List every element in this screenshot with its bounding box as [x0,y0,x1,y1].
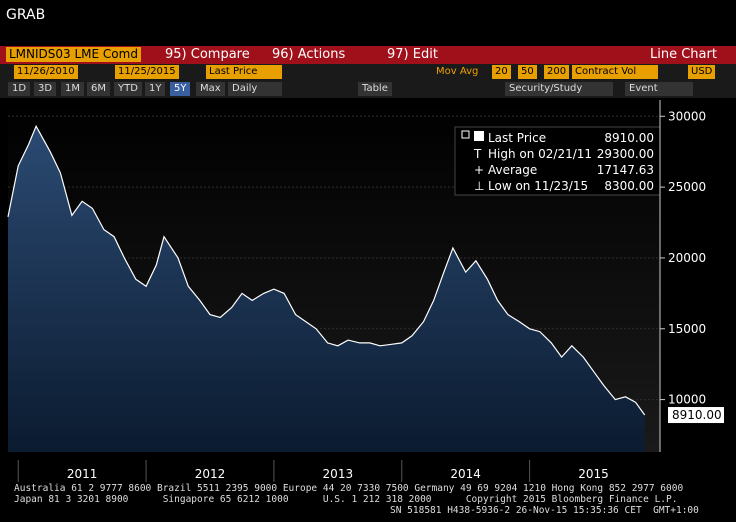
y-tick-label: 25000 [668,180,706,194]
x-tick-label: 2014 [450,467,481,481]
price-line [7,124,646,416]
legend-box [454,126,661,196]
legend-swatch [474,131,484,141]
window-title: GRAB [6,7,46,23]
last-price-label: 8910.00 [672,408,722,422]
menu-actions[interactable]: 96) Actions [272,47,346,62]
table-button[interactable]: Table [358,82,392,96]
period-button[interactable]: 1Y [145,82,166,96]
mov-avg-200[interactable]: 200 [544,65,570,79]
chart-type: Line Chart [650,47,717,62]
legend-value: 17147.63 [597,163,654,177]
event-button[interactable]: Event [625,82,693,96]
function-bar [0,46,736,64]
menu-edit[interactable]: 97) Edit [387,47,438,62]
legend: T + ⊥ Last Price High on 02/21/11 Averag… [454,126,661,196]
period-button[interactable]: 3D [34,82,57,96]
period-button[interactable]: 6M [87,82,110,96]
y-tick-label: 20000 [668,251,706,265]
legend-value: 29300.00 [597,147,654,161]
legend-label: Average [488,163,537,177]
chart: T + ⊥ Last Price High on 02/21/11 Averag… [7,100,724,482]
security-study-button[interactable]: Security/Study [505,82,613,96]
field-select[interactable]: Last Price [206,65,282,79]
security-field[interactable]: LMNIDS03 LME Comd [6,47,141,62]
legend-label: Low on 11/23/15 [488,179,588,193]
footer-line: SN 518581 H438-5936-2 26-Nov-15 15:35:36… [390,505,699,516]
legend-label: High on 02/21/11 [488,147,592,161]
period-button[interactable]: 1M [61,82,84,96]
mov-avg-label: Mov Avg [436,66,479,77]
period-button[interactable]: 5Y [170,82,191,96]
currency-select[interactable]: USD [688,65,716,79]
legend-icon [461,130,470,139]
x-tick-label: 2015 [578,467,609,481]
area [8,126,645,452]
y-tick-label: 10000 [668,393,706,407]
x-tick-label: 2011 [67,467,98,481]
period-button[interactable]: Max [196,82,225,96]
period-button[interactable]: YTD [114,82,142,96]
last-price-tag [668,407,724,424]
start-date[interactable]: 11/26/2010 [14,65,78,79]
volume-select[interactable]: Contract Vol [572,65,658,79]
end-date[interactable]: 11/25/2015 [115,65,179,79]
mov-avg-50[interactable]: 50 [518,65,537,79]
legend-value: 8300.00 [604,179,654,193]
legend-icon: ⊥ [474,179,484,193]
period-button[interactable]: 1D [8,82,31,96]
legend-icon: T [473,147,482,161]
menu-compare[interactable]: 95) Compare [165,47,250,62]
legend-value: 8910.00 [604,131,654,145]
footer-line: Australia 61 2 9777 8600 Brazil 5511 239… [14,483,684,494]
x-tick-label: 2012 [195,467,226,481]
legend-icon: + [474,163,484,177]
mov-avg-20[interactable]: 20 [492,65,511,79]
x-tick-label: 2013 [323,467,354,481]
footer-line: Japan 81 3 3201 8900 Singapore 65 6212 1… [14,494,678,505]
frequency-select[interactable]: Daily [228,82,282,96]
y-tick-label: 15000 [668,322,706,336]
legend-label: Last Price [488,131,546,145]
y-tick-label: 30000 [668,109,706,123]
